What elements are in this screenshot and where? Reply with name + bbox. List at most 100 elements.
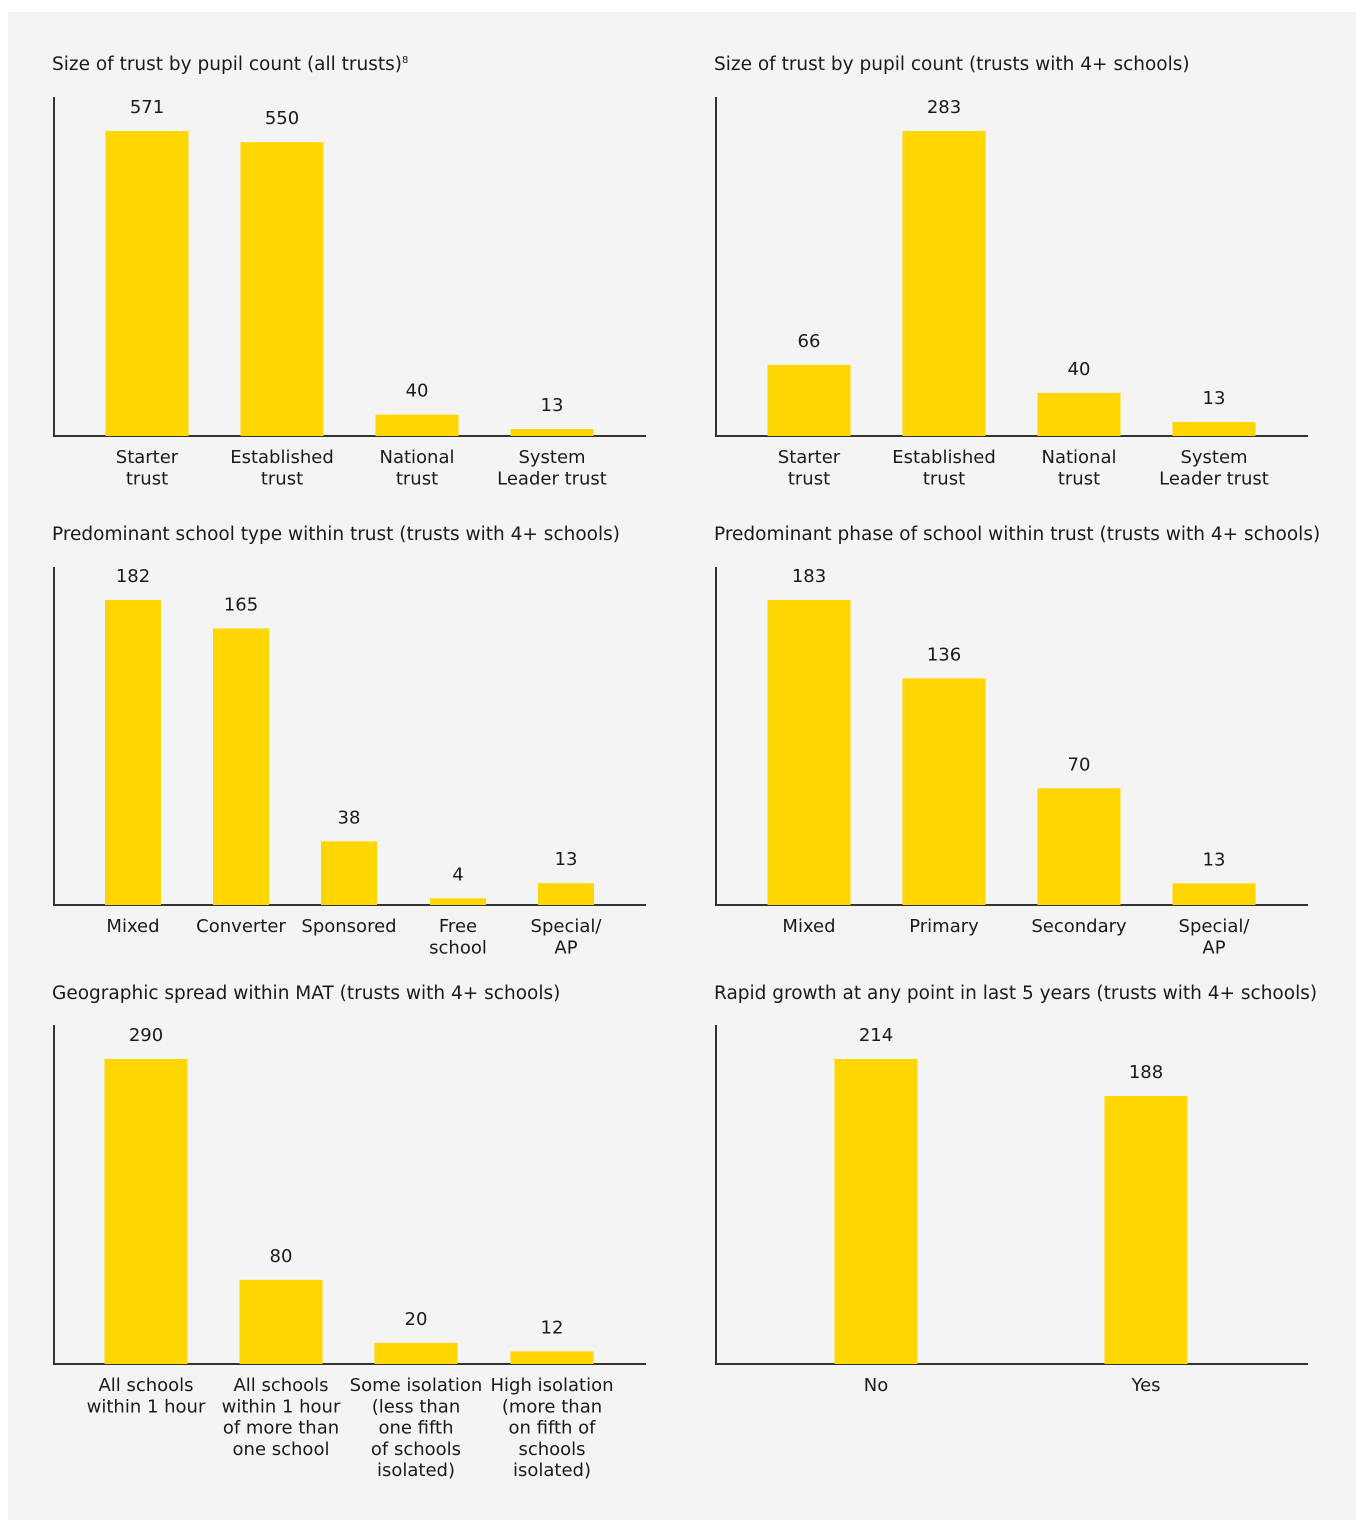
chart-2-value-label: 283 <box>927 97 961 118</box>
chart-1-bar <box>510 429 594 436</box>
chart-3-category-label: school <box>429 937 487 958</box>
chart-3-bar <box>321 841 377 905</box>
chart-5-category-label: isolated) <box>513 1460 591 1481</box>
chart-4-category-label: Primary <box>909 916 979 937</box>
chart-1-category-label: System <box>518 447 585 468</box>
chart-3-bar <box>538 883 594 905</box>
chart-2-category-label: Leader trust <box>1159 468 1269 489</box>
chart-5-bar <box>374 1342 458 1364</box>
chart-6-value-label: 188 <box>1129 1062 1163 1083</box>
chart-3-category-label: Sponsored <box>301 916 396 937</box>
chart-4-title: Predominant phase of school within trust… <box>714 524 1320 545</box>
chart-5-category-label: of more than <box>223 1418 339 1439</box>
chart-3-value-label: 13 <box>555 849 578 870</box>
chart-5-category-label: All schools <box>233 1375 328 1396</box>
chart-3-bar <box>430 898 486 905</box>
chart-5-category-label: isolated) <box>377 1460 455 1481</box>
chart-2-bar <box>767 364 851 436</box>
chart-5-bar <box>104 1059 188 1364</box>
chart-2-category-label: Starter <box>778 447 841 468</box>
chart-5-category-label: (more than <box>502 1396 602 1417</box>
chart-5-value-label: 290 <box>129 1025 163 1046</box>
chart-1-bar <box>105 131 189 436</box>
chart-5-category-label: schools <box>518 1439 585 1460</box>
chart-1-bar <box>240 142 324 436</box>
chart-3-title: Predominant school type within trust (tr… <box>52 524 620 545</box>
chart-1-category-label: Starter <box>116 447 179 468</box>
chart-4-bar <box>1172 883 1256 905</box>
chart-2-value-label: 13 <box>1203 388 1226 409</box>
chart-4-value-label: 13 <box>1203 849 1226 870</box>
chart-5-bar <box>510 1351 594 1364</box>
chart-3-value-label: 182 <box>116 566 150 587</box>
chart-1-category-label: trust <box>261 468 303 489</box>
chart-2-category-label: System <box>1180 447 1247 468</box>
chart-5-value-label: 80 <box>270 1246 293 1267</box>
chart-4-value-label: 70 <box>1068 754 1091 775</box>
chart-2-category-label: trust <box>788 468 830 489</box>
chart-1-bar <box>375 414 459 436</box>
chart-5-title: Geographic spread within MAT (trusts wit… <box>52 983 560 1004</box>
chart-1-category-label: Leader trust <box>497 468 607 489</box>
chart-3-bar <box>105 600 161 905</box>
chart-2-bar <box>1037 392 1121 436</box>
chart-3-value-label: 38 <box>338 807 361 828</box>
chart-3-value-label: 165 <box>224 594 258 615</box>
chart-5-category-label: Some isolation <box>350 1375 483 1396</box>
chart-4-category-label: Secondary <box>1031 916 1127 937</box>
chart-2-category-label: Established <box>892 447 996 468</box>
chart-5-category-label: one fifth <box>378 1418 453 1439</box>
chart-5-category-label: one school <box>233 1439 330 1460</box>
chart-1-value-label: 571 <box>130 97 164 118</box>
chart-1-title: Size of trust by pupil count (all trusts… <box>52 54 408 75</box>
chart-5-value-label: 20 <box>405 1309 428 1330</box>
chart-2-value-label: 40 <box>1068 359 1091 380</box>
chart-5-category-label: All schools <box>98 1375 193 1396</box>
chart-3-bar <box>213 628 269 905</box>
chart-5-category-label: on fifth of <box>508 1418 596 1439</box>
chart-4-bar <box>1037 788 1121 905</box>
chart-1-category-label: trust <box>126 468 168 489</box>
chart-2-category-label: trust <box>1058 468 1100 489</box>
chart-1-value-label: 13 <box>541 395 564 416</box>
chart-3-category-label: Converter <box>196 916 286 937</box>
chart-3-category-label: AP <box>554 937 577 958</box>
chart-4-value-label: 183 <box>792 566 826 587</box>
chart-2-bar <box>902 131 986 436</box>
chart-2-category-label: trust <box>923 468 965 489</box>
chart-6-title: Rapid growth at any point in last 5 year… <box>714 983 1317 1004</box>
chart-4-category-label: AP <box>1202 937 1225 958</box>
chart-5-category-label: within 1 hour <box>222 1396 341 1417</box>
chart-6-value-label: 214 <box>859 1025 893 1046</box>
chart-4-category-label: Mixed <box>782 916 835 937</box>
chart-4-category-label: Special/ <box>1179 916 1251 937</box>
chart-6-category-label: Yes <box>1130 1375 1160 1396</box>
chart-5-bar <box>239 1279 323 1364</box>
chart-1-category-label: National <box>379 447 454 468</box>
chart-3-category-label: Free <box>439 916 477 937</box>
chart-3-category-label: Mixed <box>106 916 159 937</box>
chart-2-value-label: 66 <box>798 331 821 352</box>
chart-4-bar <box>902 678 986 905</box>
chart-5-category-label: of schools <box>371 1439 461 1460</box>
chart-6-bar <box>834 1059 918 1364</box>
chart-1-title-footnote: 8 <box>402 55 408 66</box>
chart-2-bar <box>1172 421 1256 436</box>
chart-6-bar <box>1104 1096 1188 1364</box>
chart-5-category-label: High isolation <box>491 1375 614 1396</box>
chart-2-category-label: National <box>1041 447 1116 468</box>
chart-3-value-label: 4 <box>452 864 463 885</box>
chart-4-value-label: 136 <box>927 644 961 665</box>
chart-3-category-label: Special/ <box>531 916 603 937</box>
chart-1-value-label: 550 <box>265 108 299 129</box>
chart-4-bar <box>767 600 851 905</box>
chart-5-category-label: (less than <box>372 1396 460 1417</box>
chart-6-category-label: No <box>864 1375 888 1396</box>
chart-1-category-label: Established <box>230 447 334 468</box>
chart-1-value-label: 40 <box>406 381 429 402</box>
chart-1-category-label: trust <box>396 468 438 489</box>
chart-5-category-label: within 1 hour <box>87 1396 206 1417</box>
chart-5-value-label: 12 <box>541 1317 564 1338</box>
chart-2-title: Size of trust by pupil count (trusts wit… <box>714 54 1190 75</box>
